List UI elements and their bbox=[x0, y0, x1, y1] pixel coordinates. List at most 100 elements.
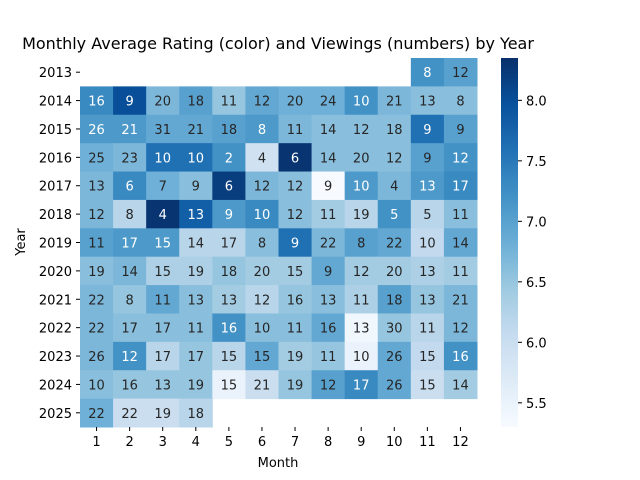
y-tick-label: 2022 bbox=[39, 322, 72, 337]
cell-value-label: 8 bbox=[125, 208, 133, 223]
cell-value-label: 13 bbox=[188, 293, 205, 308]
cell-value-label: 15 bbox=[287, 265, 304, 280]
x-tick-label: 3 bbox=[159, 435, 167, 450]
cell-value-label: 12 bbox=[386, 151, 403, 166]
heatmap-cell bbox=[410, 256, 445, 286]
cell-value-label: 20 bbox=[254, 265, 271, 280]
heatmap-cell bbox=[278, 285, 313, 314]
heatmap-cell bbox=[443, 199, 478, 229]
heatmap-cell bbox=[377, 171, 412, 201]
y-tick-label: 2021 bbox=[39, 293, 72, 308]
heatmap-cell bbox=[212, 285, 246, 314]
cell-value-label: 10 bbox=[353, 350, 370, 365]
heatmap-cell bbox=[377, 256, 412, 286]
cell-value-label: 12 bbox=[452, 322, 469, 337]
cell-value-label: 2 bbox=[225, 151, 233, 166]
heatmap-cell bbox=[113, 114, 147, 144]
heatmap-cell bbox=[344, 256, 379, 286]
heatmap-cell bbox=[146, 86, 180, 116]
cell-value-label: 14 bbox=[452, 237, 469, 252]
heatmap-cell bbox=[410, 341, 445, 371]
heatmap-cell bbox=[410, 313, 445, 343]
cell-value-label: 8 bbox=[423, 66, 431, 81]
cell-value-label: 16 bbox=[287, 293, 304, 308]
x-tick-label: 6 bbox=[258, 435, 266, 450]
cell-value-label: 12 bbox=[287, 180, 304, 195]
heatmap-cell bbox=[146, 199, 180, 229]
heatmap-cell bbox=[113, 285, 147, 314]
cell-value-label: 16 bbox=[452, 350, 469, 365]
heatmap-cell bbox=[344, 171, 379, 201]
heatmap-cell bbox=[179, 171, 213, 201]
cell-value-label: 12 bbox=[452, 66, 469, 81]
cell-value-label: 9 bbox=[456, 123, 464, 138]
heatmap-cell bbox=[311, 114, 346, 144]
heatmap-cell bbox=[80, 256, 114, 286]
x-tick-label: 4 bbox=[192, 435, 200, 450]
y-tick-label: 2020 bbox=[39, 265, 72, 280]
cell-value-label: 9 bbox=[324, 265, 332, 280]
cell-value-label: 10 bbox=[353, 95, 370, 110]
colorbar-tick-label: 6.0 bbox=[526, 336, 547, 351]
x-tick-label: 5 bbox=[225, 435, 233, 450]
cell-value-label: 5 bbox=[390, 208, 398, 223]
cell-value-label: 20 bbox=[353, 151, 370, 166]
cell-value-label: 15 bbox=[419, 378, 436, 393]
cell-value-label: 16 bbox=[88, 95, 105, 110]
cell-value-label: 19 bbox=[154, 407, 171, 422]
cell-value-label: 23 bbox=[121, 151, 138, 166]
cell-value-label: 6 bbox=[291, 151, 299, 166]
cell-value-label: 18 bbox=[221, 265, 238, 280]
heatmap-cell bbox=[311, 199, 346, 229]
heatmap-cell bbox=[377, 228, 412, 258]
y-axis-label: Year bbox=[14, 228, 29, 257]
heatmap-cell bbox=[212, 313, 246, 343]
heatmap-cell bbox=[146, 370, 180, 400]
heatmap-cell bbox=[443, 285, 478, 314]
cell-value-label: 11 bbox=[320, 208, 337, 223]
cell-value-label: 17 bbox=[121, 237, 138, 252]
heatmap-cell bbox=[377, 285, 412, 314]
cell-value-label: 7 bbox=[159, 180, 167, 195]
heatmap-cell bbox=[410, 171, 445, 201]
cell-value-label: 22 bbox=[88, 293, 105, 308]
heatmap-cell bbox=[212, 341, 246, 371]
heatmap-cell bbox=[113, 171, 147, 201]
heatmap-cell bbox=[410, 199, 445, 229]
heatmap-cell bbox=[344, 313, 379, 343]
cell-value-label: 9 bbox=[423, 123, 431, 138]
cell-value-label: 10 bbox=[254, 322, 271, 337]
cell-value-label: 14 bbox=[320, 151, 337, 166]
heatmap-cell bbox=[113, 370, 147, 400]
cell-value-label: 12 bbox=[254, 180, 271, 195]
cell-value-label: 15 bbox=[221, 350, 238, 365]
cell-value-label: 15 bbox=[154, 237, 171, 252]
heatmap-cell bbox=[278, 341, 313, 371]
heatmap-cell bbox=[344, 341, 379, 371]
heatmap-cell bbox=[146, 114, 180, 144]
heatmap-cell bbox=[377, 199, 412, 229]
heatmap-cell bbox=[146, 228, 180, 258]
cell-value-label: 5 bbox=[423, 208, 431, 223]
x-tick-label: 1 bbox=[92, 435, 100, 450]
heatmap-cell bbox=[80, 114, 114, 144]
cell-value-label: 31 bbox=[154, 123, 171, 138]
heatmap-cell bbox=[212, 370, 246, 400]
cell-value-label: 8 bbox=[258, 237, 266, 252]
heatmap-cell bbox=[344, 114, 379, 144]
heatmap-cell bbox=[113, 256, 147, 286]
heatmap-cell bbox=[146, 341, 180, 371]
heatmap-cell bbox=[245, 256, 279, 286]
colorbar-ticks: 5.5 6.0 6.5 7.0 7.5 8.0 bbox=[518, 94, 547, 412]
y-tick-label: 2015 bbox=[39, 123, 72, 138]
heatmap-cell bbox=[179, 114, 213, 144]
heatmap-cell bbox=[80, 285, 114, 314]
cell-value-label: 22 bbox=[121, 407, 138, 422]
cell-value-label: 17 bbox=[221, 237, 238, 252]
heatmap-cell bbox=[179, 143, 213, 173]
cell-value-label: 10 bbox=[254, 208, 271, 223]
cell-value-label: 18 bbox=[386, 123, 403, 138]
cell-value-label: 8 bbox=[258, 123, 266, 138]
cell-value-label: 4 bbox=[258, 151, 266, 166]
